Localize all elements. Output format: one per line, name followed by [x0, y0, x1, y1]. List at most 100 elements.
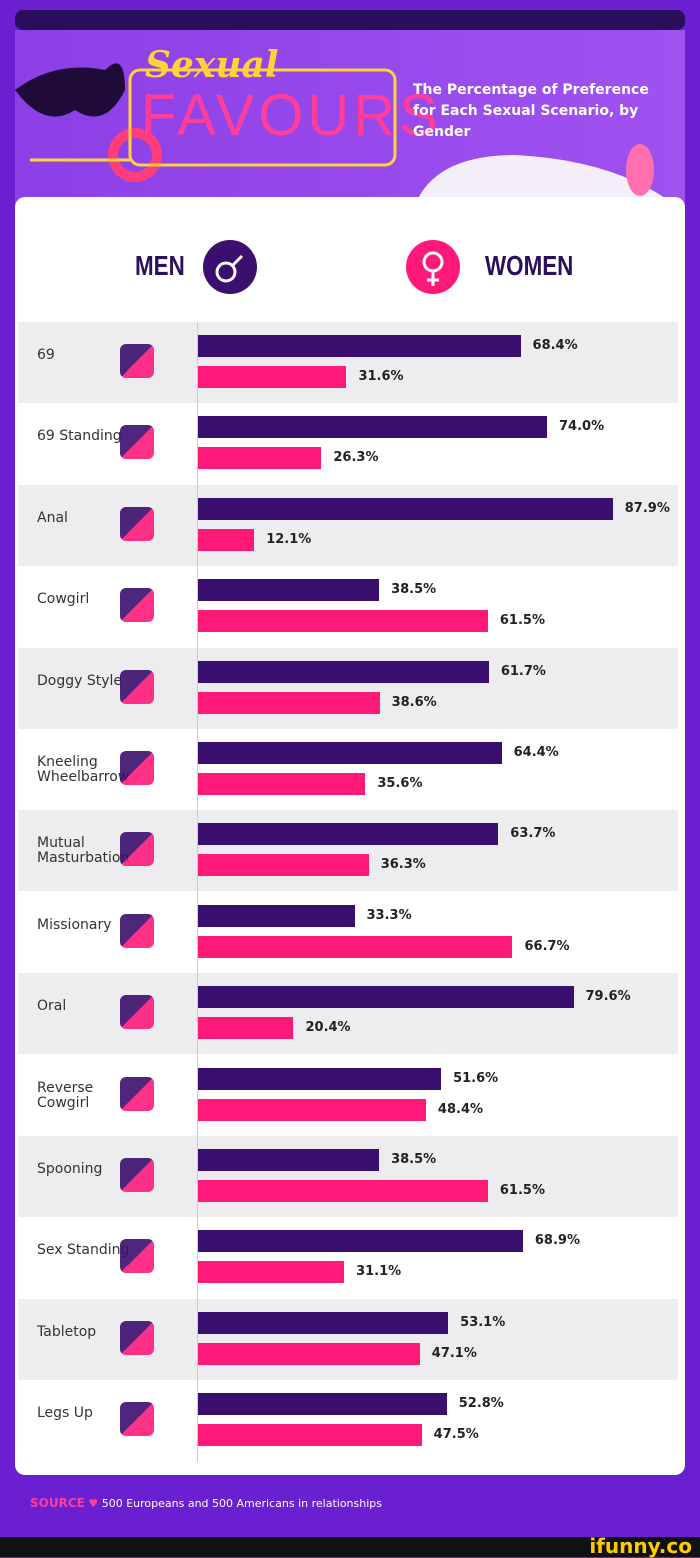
source-text: 500 Europeans and 500 Americans in relat… — [101, 1497, 383, 1510]
bar — [197, 660, 489, 683]
icon — [120, 1320, 154, 1355]
value-label: 53.1% — [460, 1314, 506, 1330]
title-main: FAVOURS — [141, 83, 442, 148]
bar — [197, 742, 502, 764]
value-label: 33.3% — [366, 907, 412, 923]
source-label: SOURCE — [30, 1496, 85, 1510]
bar — [197, 1067, 442, 1090]
category-label: Missionary — [37, 916, 112, 933]
value-label: 38.6% — [391, 694, 437, 710]
bar — [197, 935, 513, 958]
value-label: 20.4% — [305, 1020, 351, 1036]
bar — [197, 1311, 449, 1334]
value-label: 12.1% — [266, 531, 312, 547]
bar — [197, 854, 369, 877]
header-art — [15, 63, 675, 205]
category-label: Anal — [37, 509, 68, 526]
icon — [120, 1158, 154, 1192]
value-label: 26.3% — [333, 450, 379, 466]
icon — [120, 506, 154, 541]
value-label: 47.1% — [431, 1345, 477, 1361]
value-label: 47.5% — [433, 1427, 479, 1443]
category-label: Legs Up — [37, 1405, 93, 1422]
bar — [197, 366, 347, 388]
value-label: 68.9% — [534, 1233, 580, 1249]
bar — [197, 528, 255, 551]
legend-label: MEN — [135, 250, 185, 281]
category-label: Doggy Style — [37, 672, 123, 689]
icon — [120, 1076, 154, 1111]
source: SOURCE ♥ 500 Europeans and 500 Americans… — [30, 1496, 382, 1510]
axis-line — [197, 322, 198, 1462]
icon — [120, 425, 154, 460]
category-label: Cowgirl — [37, 591, 90, 608]
legend-icons — [203, 240, 460, 294]
category-label: Mutual Masturbation — [37, 835, 130, 867]
heart: ♥ — [88, 1497, 99, 1510]
bar — [197, 1261, 345, 1284]
bar — [197, 416, 548, 439]
value-label: 38.5% — [391, 1152, 437, 1167]
value-label: 52.8% — [458, 1396, 504, 1412]
bar — [197, 610, 488, 633]
bar — [197, 904, 355, 927]
value-label: 61.5% — [499, 613, 545, 629]
bar — [197, 691, 380, 714]
value-label: 68.4% — [532, 338, 578, 353]
category-label: Reverse Cowgirl — [37, 1079, 94, 1111]
bar — [197, 1180, 488, 1202]
value-label: 87.9% — [624, 500, 670, 516]
value-label: 38.5% — [391, 582, 437, 598]
value-label: 48.4% — [437, 1101, 484, 1117]
value-label: 31.6% — [358, 369, 404, 384]
value-label: 61.5% — [499, 1183, 545, 1198]
bar — [197, 986, 574, 1009]
bar — [197, 823, 499, 846]
category-label: 69 — [37, 347, 55, 363]
icon — [120, 995, 154, 1030]
bar — [197, 1424, 422, 1447]
value-label: 61.7% — [500, 663, 546, 679]
subtitle: The Percentage of Preference for Each Se… — [413, 82, 649, 140]
value-label: 51.6% — [453, 1070, 499, 1086]
bar — [197, 447, 322, 470]
category-label: Kneeling Wheelbarrow — [37, 754, 130, 785]
bar — [197, 1098, 426, 1121]
bar — [197, 497, 613, 520]
category-label: Tabletop — [37, 1323, 97, 1340]
bar — [197, 1017, 294, 1040]
header: Sexual FAVOURS The Percentage of Prefere… — [15, 30, 685, 205]
value-label: 36.3% — [380, 857, 426, 873]
legend-label: WOMEN — [485, 250, 574, 281]
value-label: 66.7% — [524, 938, 570, 954]
bar — [197, 773, 366, 795]
value-label: 79.6% — [585, 989, 631, 1005]
category-label: Spooning — [37, 1161, 103, 1177]
icon — [120, 1239, 154, 1274]
bar — [197, 579, 380, 602]
watermark: ifunny.co — [589, 1534, 692, 1558]
bar — [197, 1342, 420, 1365]
icon — [120, 913, 154, 948]
value-label: 63.7% — [510, 826, 556, 842]
bar — [197, 1230, 523, 1253]
bar — [197, 1393, 447, 1416]
top-strip — [15, 10, 685, 30]
title: Sexual — [145, 44, 279, 86]
value-label: 31.1% — [356, 1264, 402, 1280]
icon — [120, 832, 154, 867]
icon — [120, 344, 154, 378]
category-label: Sex Standing — [37, 1242, 130, 1259]
value-label: 64.4% — [513, 745, 559, 760]
icon — [120, 588, 154, 623]
bar — [197, 335, 521, 357]
footer-bar: ifunny.co — [0, 1534, 700, 1558]
icon — [120, 1402, 154, 1437]
icon — [120, 751, 154, 785]
category-label: Oral — [37, 998, 67, 1015]
category-label: 69 Standing — [37, 428, 122, 445]
bar — [197, 1149, 380, 1171]
icon — [120, 669, 154, 704]
value-label: 35.6% — [377, 776, 423, 791]
